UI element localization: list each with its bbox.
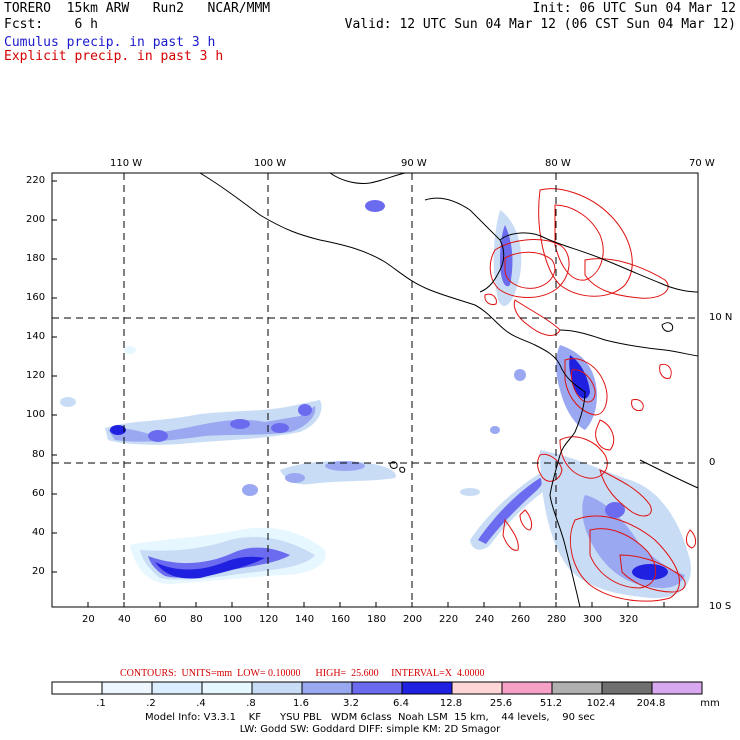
y-tick: 160 [26, 292, 46, 303]
x-tick: 180 [367, 614, 387, 625]
lon-label-90w: 90 W [401, 158, 427, 169]
left-axis-ticks [52, 180, 57, 573]
x-tick: 80 [190, 614, 203, 625]
init-time: Init: 06 UTC Sun 04 Mar 12 [532, 1, 737, 16]
colorbar-label: .2 [146, 698, 156, 709]
forecast-hour: Fcst: 6 h [4, 17, 98, 32]
lat-label-0: 0 [709, 457, 716, 468]
colorbar-label: 25.6 [489, 698, 513, 709]
y-tick: 120 [26, 370, 46, 381]
x-tick: 280 [547, 614, 567, 625]
colorbar-label: 6.4 [393, 698, 409, 709]
lon-label-100w: 100 W [254, 158, 287, 169]
y-tick: 200 [26, 214, 46, 225]
x-tick: 40 [118, 614, 131, 625]
colorbar-label: 12.8 [439, 698, 463, 709]
valid-time: Valid: 12 UTC Sun 04 Mar 12 (06 CST Sun … [344, 17, 736, 32]
y-tick: 40 [32, 527, 45, 538]
y-tick: 220 [26, 175, 46, 186]
lon-label-110w: 110 W [110, 158, 143, 169]
y-tick: 180 [26, 253, 46, 264]
colorbar-label: .1 [96, 698, 106, 709]
x-tick: 160 [331, 614, 351, 625]
x-tick: 100 [223, 614, 243, 625]
colorbar-label: 51.2 [539, 698, 563, 709]
explicit-legend: Explicit precip. in past 3 h [4, 49, 224, 64]
x-tick: 260 [511, 614, 531, 625]
explicit-precip-contours [484, 188, 697, 602]
lat-label-10s: 10 S [709, 601, 732, 612]
y-tick: 80 [32, 449, 45, 460]
model-title: TORERO 15km ARW Run2 NCAR/MMM [4, 1, 271, 16]
x-tick: 240 [475, 614, 495, 625]
x-tick: 220 [439, 614, 459, 625]
colorbar-label: 204.8 [636, 698, 666, 709]
contours-info: CONTOURS: UNITS=mm LOW= 0.10000 HIGH= 25… [120, 668, 485, 679]
colorbar-label: 1.6 [293, 698, 309, 709]
y-tick: 100 [26, 409, 46, 420]
x-tick: 300 [583, 614, 603, 625]
x-tick: 200 [403, 614, 423, 625]
colorbar-label: 102.4 [586, 698, 616, 709]
bottom-axis-ticks [87, 602, 665, 607]
colorbar-unit: mm [700, 698, 720, 709]
x-tick: 120 [259, 614, 279, 625]
lon-label-70w: 70 W [689, 158, 715, 169]
y-tick: 20 [32, 566, 45, 577]
model-info-line2: LW: Godd SW: Goddard DIFF: simple KM: 2D… [239, 724, 501, 735]
y-tick: 140 [26, 331, 46, 342]
x-tick: 140 [295, 614, 315, 625]
lon-label-80w: 80 W [545, 158, 571, 169]
x-tick: 320 [619, 614, 639, 625]
x-tick: 20 [82, 614, 95, 625]
lat-lon-grid [52, 173, 698, 607]
cumulus-legend: Cumulus precip. in past 3 h [4, 35, 216, 50]
colorbar-label: .4 [196, 698, 206, 709]
model-info-line1: Model Info: V3.3.1 KF YSU PBL WDM 6class… [145, 712, 595, 723]
colorbar-label: .8 [246, 698, 256, 709]
colorbar-label: 3.2 [343, 698, 359, 709]
coastlines [199, 172, 699, 608]
x-tick: 60 [154, 614, 167, 625]
lat-label-10n: 10 N [709, 312, 733, 323]
y-tick: 60 [32, 488, 45, 499]
